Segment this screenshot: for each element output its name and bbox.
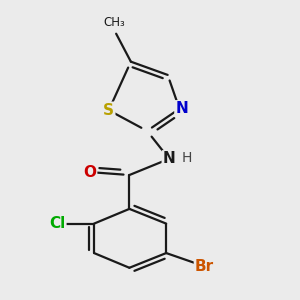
Text: CH₃: CH₃ xyxy=(104,16,125,29)
Text: O: O xyxy=(83,165,96,180)
Text: Cl: Cl xyxy=(49,216,65,231)
Text: S: S xyxy=(103,103,114,118)
Text: H: H xyxy=(182,151,192,165)
Text: N: N xyxy=(176,101,188,116)
Text: Br: Br xyxy=(195,259,214,274)
Text: N: N xyxy=(163,151,175,166)
